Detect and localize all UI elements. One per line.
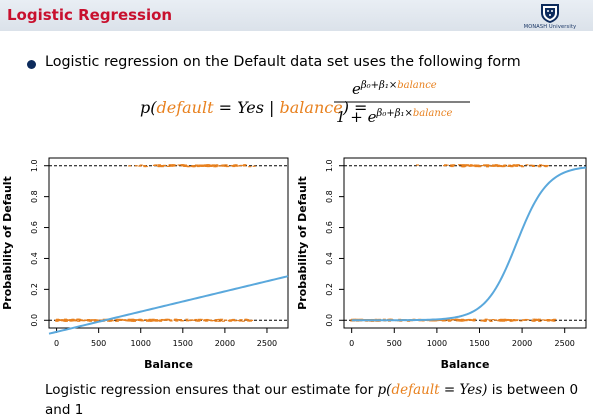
conclusion-p: p(: [377, 382, 392, 398]
conclusion-text: Logistic regression ensures that our est…: [45, 380, 585, 420]
svg-text:1 + eβ₀+β₁×balance: 1 + eβ₀+β₁×balance: [336, 108, 452, 126]
x-tick-label: 1000: [131, 339, 151, 348]
fit-curve: [351, 166, 587, 322]
conclusion-before: Logistic regression ensures that our est…: [45, 382, 378, 398]
slide-title: Logistic Regression: [7, 6, 173, 24]
logistic-regression-plot: 0 500 1000 1500 2000 2500 0.0 0.2 0.4 0.6 0.8 1.0 Ba…: [296, 157, 587, 371]
y-tick-label: 0.0: [30, 314, 39, 327]
plot-frame: [343, 157, 587, 329]
x-tick-label: 500: [387, 339, 402, 348]
conclusion-after: is between 0 and 1: [45, 382, 579, 418]
x-tick-label: 1500: [173, 339, 193, 348]
x-tick-label: 0: [54, 339, 59, 348]
y-tick-label: 0.4: [325, 252, 334, 265]
y-tick-label: 0.8: [325, 190, 334, 203]
x-tick-label: 2000: [512, 339, 532, 348]
formula-balance: balance: [280, 98, 343, 117]
bullet-icon: [27, 60, 36, 69]
conclusion-default: default: [391, 382, 440, 398]
x-tick-label: 500: [91, 339, 106, 348]
y-axis-label: Probability of Default: [296, 176, 309, 310]
svg-text:p(default = Yes | balance) =: p(default = Yes | balance) =: [140, 98, 367, 117]
crest-icon: [541, 4, 559, 23]
x-tick-label: 2500: [257, 339, 277, 348]
conclusion-close: ): [482, 382, 488, 398]
y-tick-label: 0.0: [325, 314, 334, 327]
logistic-formula: p(default = Yes | balance) = eβ₀+β₁×bala…: [140, 80, 470, 126]
numerator-exp: β₀+β₁×: [360, 80, 397, 91]
conclusion-eq-yes: = Yes: [439, 382, 483, 398]
y-axis-label: Probability of Default: [1, 176, 14, 310]
fit-curve: [48, 275, 289, 335]
denominator-balance: balance: [413, 108, 453, 119]
y-tick-label: 0.6: [30, 221, 39, 234]
data-points: [350, 164, 557, 322]
numerator-balance: balance: [397, 80, 437, 91]
university-logo: MONASH University: [513, 2, 587, 32]
svg-text:eβ₀+β₁×balance: eβ₀+β₁×balance: [352, 80, 437, 98]
title-bar: Logistic Regression MONASH University: [0, 0, 593, 31]
y-tick-label: 0.4: [30, 252, 39, 265]
formula-default: default: [156, 98, 214, 117]
y-tick-label: 1.0: [325, 159, 334, 172]
y-tick-label: 0.2: [325, 283, 334, 296]
numerator-e: e: [352, 80, 361, 98]
x-tick-label: 1000: [427, 339, 447, 348]
x-tick-label: 2500: [555, 339, 575, 348]
formula-p: p(: [140, 98, 157, 117]
x-tick-label: 2000: [215, 339, 235, 348]
x-axis-label: Balance: [441, 358, 490, 371]
denominator-exp: β₀+β₁×: [376, 108, 413, 119]
data-points: [55, 164, 256, 322]
formula-close: ) =: [342, 98, 368, 117]
denominator-prefix: 1 + e: [336, 108, 377, 126]
plot-frame: [48, 157, 289, 329]
y-tick-label: 1.0: [30, 159, 39, 172]
y-tick-label: 0.6: [325, 221, 334, 234]
y-tick-label: 0.8: [30, 190, 39, 203]
formula-eq-yes: = Yes |: [214, 98, 280, 117]
x-tick-label: 1500: [469, 339, 489, 348]
x-axis-label: Balance: [144, 358, 193, 371]
linear-regression-plot: 0 500 1000 1500 2000 2500 0.0 0.2 0.4 0.6 0.8 1.0 Ba…: [1, 157, 289, 371]
bullet-text: Logistic regression on the Default data …: [45, 54, 521, 70]
y-tick-label: 0.2: [30, 283, 39, 296]
logo-text: MONASH University: [523, 24, 577, 30]
x-tick-label: 0: [349, 339, 354, 348]
